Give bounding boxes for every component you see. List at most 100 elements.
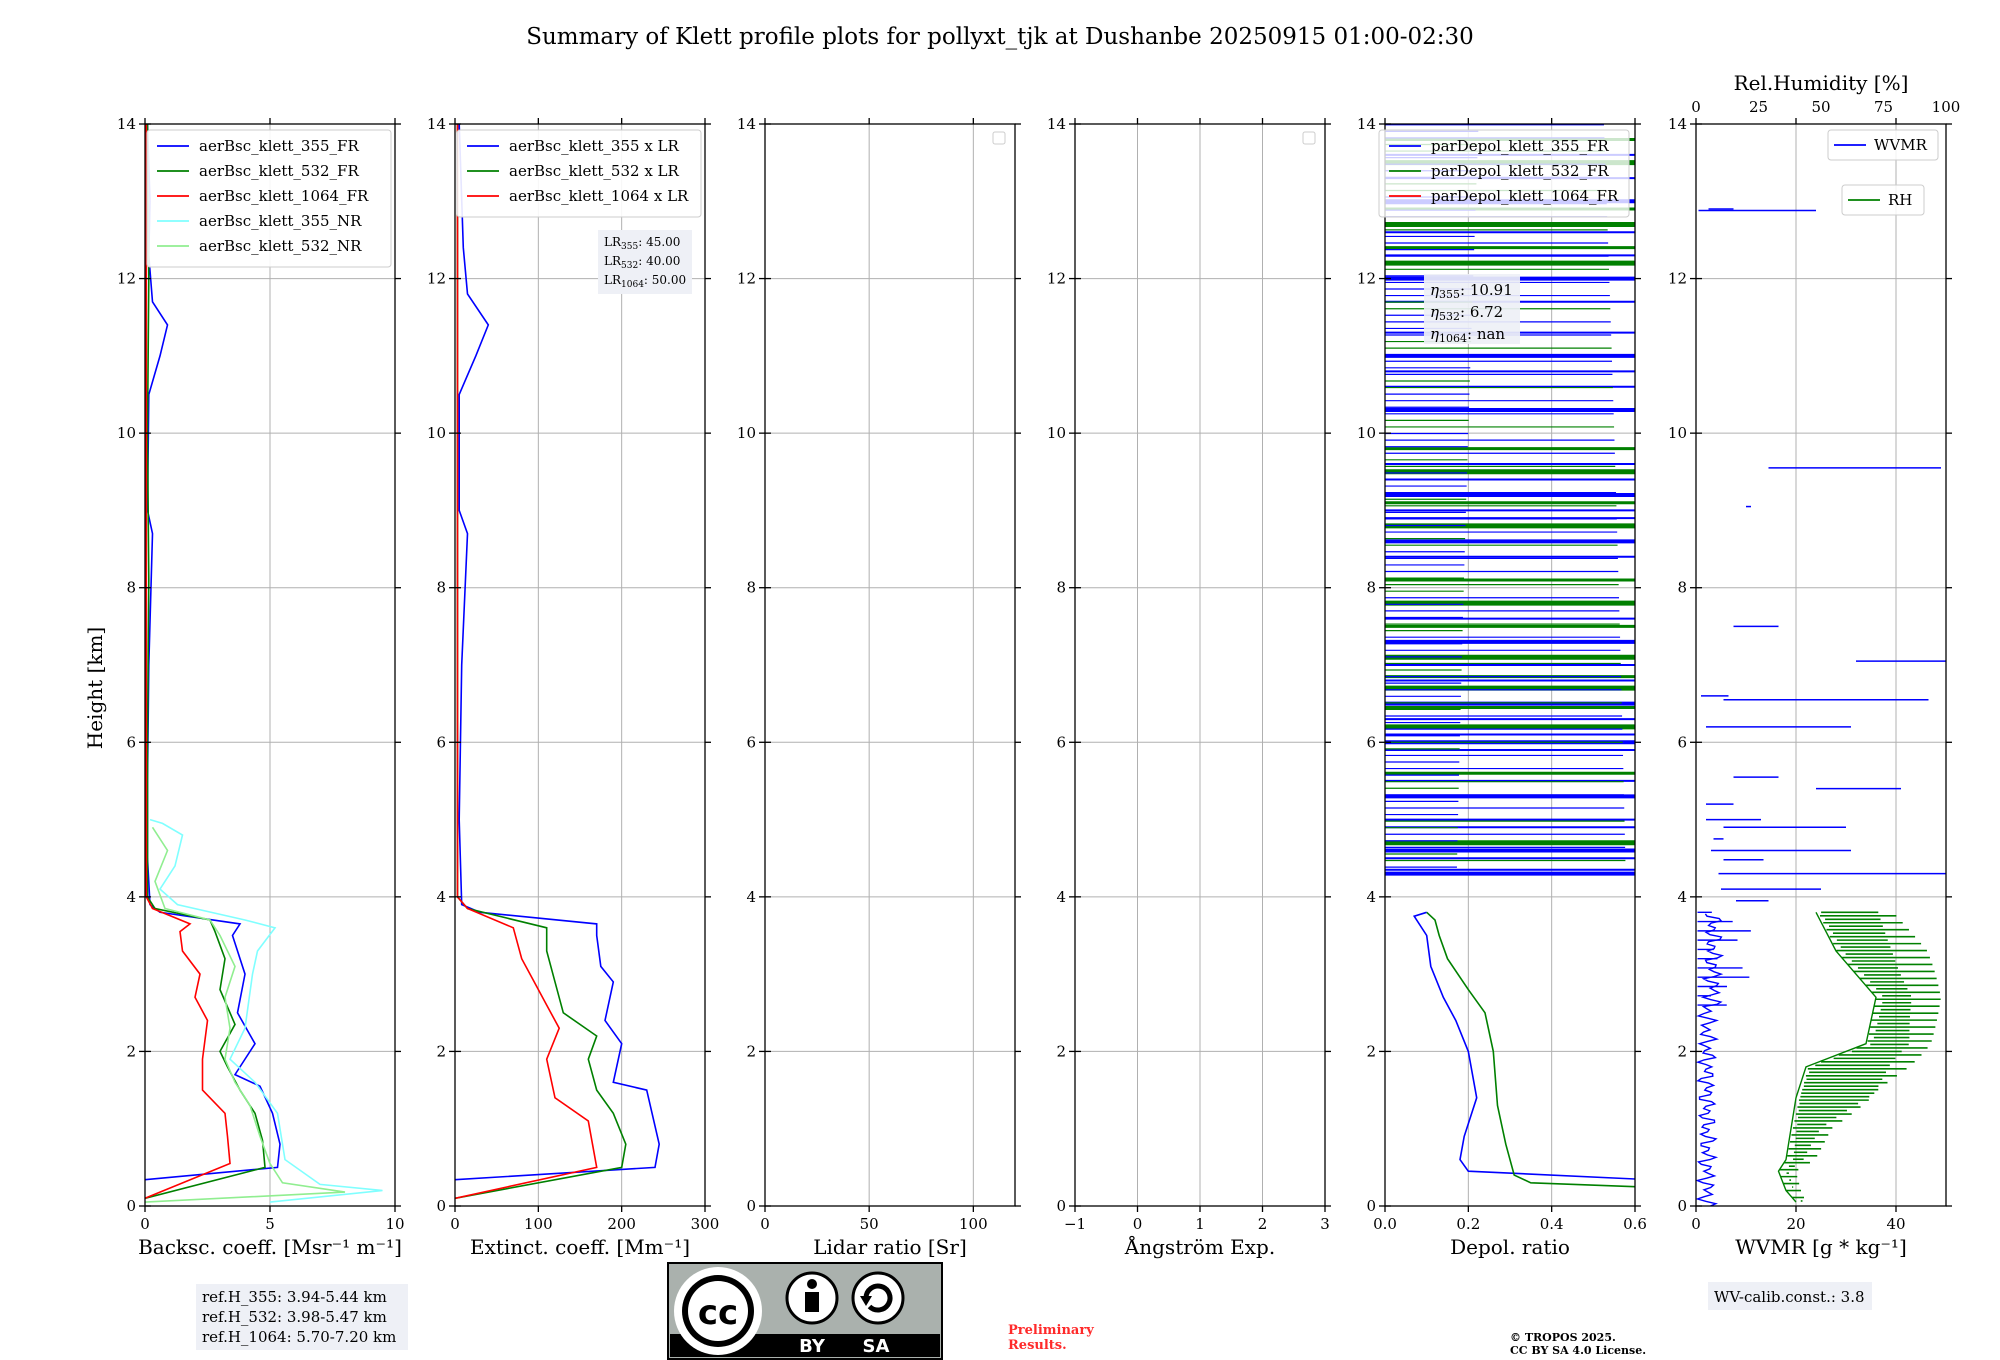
copyright-note: © TROPOS 2025. CC BY SA 4.0 License. bbox=[1510, 1331, 1646, 1357]
lr1064-value: 50.00 bbox=[652, 273, 686, 287]
y-tick-label: 0 bbox=[1366, 1197, 1376, 1215]
y-tick-label: 0 bbox=[126, 1197, 136, 1215]
panel-depol: 0 2 4 6 8 10 12 14 0.0 0.2 0.4 0.6 Depol. ratio parDe… bbox=[1357, 115, 1647, 1259]
x-tick-label: 0.2 bbox=[1456, 1215, 1480, 1233]
x-tick-label: 20 bbox=[1786, 1215, 1805, 1233]
lr355-value: 45.00 bbox=[646, 235, 680, 249]
legend-label: aerBsc_klett_355 x LR bbox=[509, 137, 680, 155]
x-tick-label: 0 bbox=[760, 1215, 770, 1233]
y-tick-label: 2 bbox=[1056, 1042, 1066, 1060]
legend-box-RH bbox=[1841, 184, 1925, 216]
cc-logo-text: cc bbox=[698, 1293, 738, 1333]
empty-legend-box bbox=[992, 131, 1006, 145]
legend-label: parDepol_klett_355_FR bbox=[1431, 137, 1609, 155]
empty-legend-box bbox=[1302, 131, 1316, 145]
y-tick-label: 0 bbox=[746, 1197, 756, 1215]
ref-height-355: ref.H_355: 3.94-5.44 km bbox=[202, 1288, 387, 1306]
top-x-tick-label: 100 bbox=[1932, 98, 1961, 116]
legend-label: aerBsc_klett_355_NR bbox=[199, 212, 362, 230]
x-axis-label-angstrom: Ångström Exp. bbox=[1124, 1234, 1275, 1259]
x-tick-label: 1 bbox=[1195, 1215, 1205, 1233]
share-alike-icon bbox=[851, 1271, 905, 1325]
top-x-tick-label: 50 bbox=[1811, 98, 1830, 116]
y-tick-label: 10 bbox=[1047, 424, 1066, 442]
y-tick-label: 2 bbox=[746, 1042, 756, 1060]
legend-label: WVMR bbox=[1874, 136, 1928, 154]
top-x-tick-label: 0 bbox=[1691, 98, 1701, 116]
y-tick-label: 4 bbox=[1366, 888, 1376, 906]
x-tick-label: 0 bbox=[1691, 1215, 1701, 1233]
x-tick-label: 5 bbox=[265, 1215, 275, 1233]
x-tick-label: 300 bbox=[691, 1215, 720, 1233]
eta355-value: 10.91 bbox=[1470, 281, 1513, 299]
y-tick-label: 4 bbox=[126, 888, 136, 906]
lr532-value: 40.00 bbox=[646, 254, 680, 268]
extinction-data bbox=[455, 124, 661, 1200]
wv-calib-box: WV-calib.const.: 3.8 bbox=[1708, 1282, 1872, 1310]
series-aerBsc_klett_532 x LR bbox=[455, 124, 627, 1200]
wvmr-data bbox=[1696, 208, 1946, 1206]
x-axis-label-lidar_ratio: Lidar ratio [Sr] bbox=[813, 1235, 967, 1259]
x-tick-label: 0.4 bbox=[1540, 1215, 1564, 1233]
y-tick-label: 4 bbox=[436, 888, 446, 906]
panel-frame bbox=[1384, 123, 1636, 1207]
y-tick-label: 8 bbox=[436, 579, 446, 597]
eta355-label: η355: 10.91 bbox=[1430, 281, 1513, 301]
legend-label: parDepol_klett_532_FR bbox=[1431, 162, 1609, 180]
y-tick-label: 2 bbox=[1366, 1042, 1376, 1060]
figure-title: Summary of Klett profile plots for polly… bbox=[526, 24, 1474, 50]
y-tick-label: 10 bbox=[1357, 424, 1376, 442]
top-x-tick-label: 75 bbox=[1874, 98, 1893, 116]
legend-label: aerBsc_klett_1064_FR bbox=[199, 187, 369, 205]
y-tick-label: 4 bbox=[1056, 888, 1066, 906]
preliminary-line-2: Results. bbox=[1008, 1338, 1067, 1353]
legend-label: aerBsc_klett_532_NR bbox=[199, 237, 362, 255]
y-tick-label: 4 bbox=[746, 888, 756, 906]
eta532-value: 6.72 bbox=[1470, 303, 1503, 321]
y-tick-label: 14 bbox=[1047, 115, 1066, 133]
x-tick-label: −1 bbox=[1064, 1215, 1086, 1233]
eta1064-value: nan bbox=[1477, 325, 1506, 343]
preliminary-note: Preliminary Results. bbox=[1008, 1323, 1094, 1353]
y-tick-label: 14 bbox=[427, 115, 446, 133]
x-tick-label: 100 bbox=[959, 1215, 988, 1233]
x-tick-label: 0.6 bbox=[1623, 1215, 1647, 1233]
x-tick-label: 0 bbox=[140, 1215, 150, 1233]
y-tick-label: 0 bbox=[436, 1197, 446, 1215]
legend-box-WVMR bbox=[1827, 129, 1939, 161]
legend-label: aerBsc_klett_532_FR bbox=[199, 162, 359, 180]
panel-frame bbox=[454, 123, 706, 1207]
cc-by-sa-badge: cc BY SA bbox=[667, 1262, 943, 1360]
ref-height-1064: ref.H_1064: 5.70-7.20 km bbox=[202, 1328, 396, 1346]
x-tick-label: 0 bbox=[1133, 1215, 1143, 1233]
x-axis-label-wvmr: WVMR [g * kg⁻¹] bbox=[1735, 1235, 1907, 1259]
eta-annotation-box: η355: 10.91 η532: 6.72 η1064: nan bbox=[1424, 274, 1520, 345]
series-aerBsc_klett_1064 x LR bbox=[455, 124, 598, 1200]
y-tick-label: 6 bbox=[1056, 733, 1066, 751]
y-tick-label: 6 bbox=[436, 733, 446, 751]
x-axis-label-backscatter: Backsc. coeff. [Msr⁻¹ m⁻¹] bbox=[138, 1235, 402, 1259]
series-aerBsc_klett_355_FR bbox=[145, 124, 281, 1181]
x-tick-label: 200 bbox=[607, 1215, 636, 1233]
eta532-label: η532: 6.72 bbox=[1430, 303, 1503, 323]
y-tick-label: 12 bbox=[1047, 270, 1066, 288]
x-tick-label: 2 bbox=[1258, 1215, 1268, 1233]
y-tick-label: 0 bbox=[1056, 1197, 1066, 1215]
top-x-axis-label: Rel.Humidity [%] bbox=[1734, 71, 1909, 95]
wv-calib-text: WV-calib.const.: 3.8 bbox=[1714, 1288, 1865, 1306]
series-aerBsc_klett_1064_FR bbox=[145, 124, 231, 1200]
y-tick-label: 6 bbox=[126, 733, 136, 751]
wvmr-profile bbox=[1696, 913, 1725, 1206]
x-tick-label: 3 bbox=[1320, 1215, 1330, 1233]
y-tick-label: 10 bbox=[737, 424, 756, 442]
y-tick-label: 2 bbox=[436, 1042, 446, 1060]
y-tick-label: 14 bbox=[117, 115, 136, 133]
series-parDepol_klett_532_FR bbox=[1426, 911, 1635, 1188]
lr-annotation-box: LR355: 45.00 LR532: 40.00 LR1064: 50.00 bbox=[598, 230, 692, 294]
legend-label: parDepol_klett_1064_FR bbox=[1431, 187, 1619, 205]
eta1064-label: η1064: nan bbox=[1430, 325, 1505, 345]
x-tick-label: 10 bbox=[385, 1215, 404, 1233]
